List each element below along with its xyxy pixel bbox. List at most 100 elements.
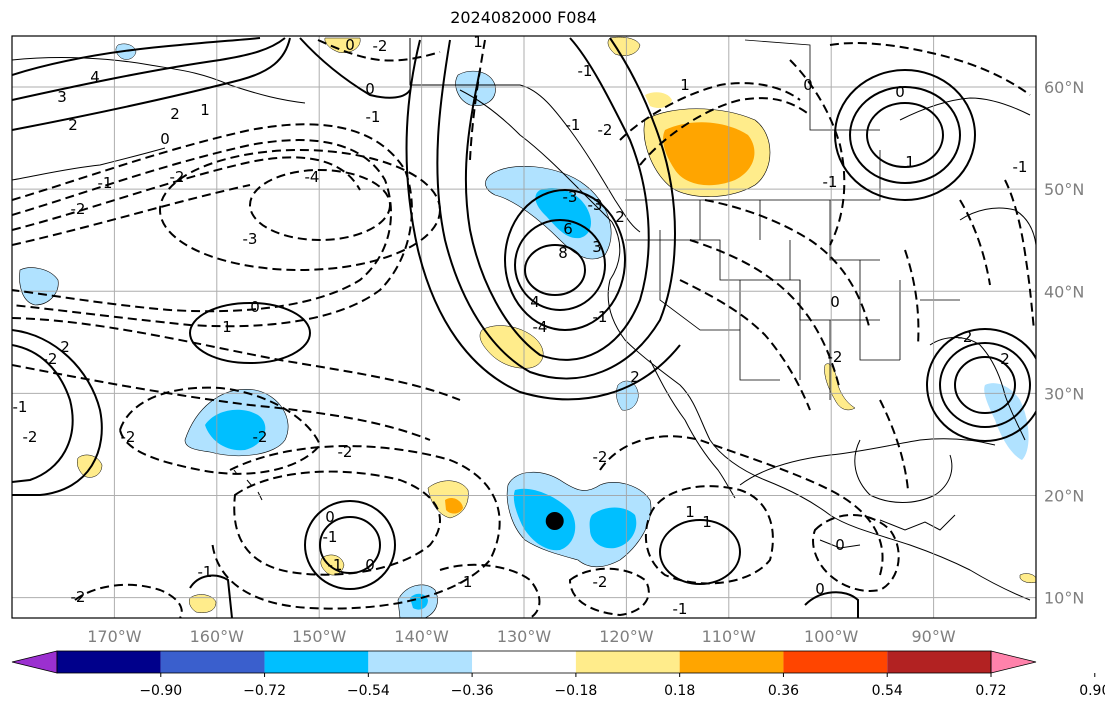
contour-label: 2 — [68, 116, 78, 134]
contour-label: 0 — [365, 556, 375, 574]
contour-label: -2 — [170, 168, 185, 186]
longitude-label: 140°W — [394, 627, 449, 646]
contour-label: 2 — [60, 338, 70, 356]
contour-label: -2 — [598, 121, 613, 139]
colorbar-bin — [783, 651, 888, 673]
latitude-label: 50°N — [1044, 180, 1084, 199]
location-marker — [545, 512, 564, 530]
coastlines — [12, 38, 1036, 601]
colorbar-tick-label: 0.72 — [975, 683, 1006, 699]
longitude-label: 110°W — [702, 627, 757, 646]
contour-label: 0 — [830, 293, 840, 311]
contour-label: -1 — [366, 108, 381, 126]
longitude-label: 120°W — [599, 627, 654, 646]
contour-label: -1 — [823, 173, 838, 191]
contour-label: -2 — [958, 328, 973, 346]
colorbar: −0.90 −0.72 −0.54 −0.36 −0.18 0.18 0.36 0.54 0.7… — [11, 650, 1105, 699]
contour-label: -3 — [243, 230, 258, 248]
contour-label: 0 — [365, 80, 375, 98]
contour-label: -1 — [328, 556, 343, 574]
contour-label: 2 — [1000, 350, 1010, 368]
contour-label: -1 — [1013, 158, 1028, 176]
contour-label: 4 — [90, 68, 100, 86]
contour-label: 0 — [895, 83, 905, 101]
contour-label: 1 — [685, 503, 695, 521]
contour-label: -4 — [533, 318, 548, 336]
contour-label: -1 — [566, 116, 581, 134]
latitude-label: 60°N — [1044, 78, 1084, 97]
contour-label: -2 — [593, 448, 608, 466]
contour-label: 0 — [835, 536, 845, 554]
map-frame — [11, 35, 1037, 619]
contour-label: 2 — [615, 208, 625, 226]
contour-label: 1 — [473, 33, 483, 51]
contour-label: 0 — [250, 298, 260, 316]
colorbar-tick-label: 0.36 — [768, 683, 799, 699]
positive-contours — [12, 37, 1036, 618]
contour-label: 1 — [905, 153, 915, 171]
contour-label: 4 — [530, 293, 540, 311]
contour-label: -3 — [588, 196, 603, 214]
contour-label: 1 — [222, 318, 232, 336]
contour-label: -2 — [593, 573, 608, 591]
colorbar-bin — [368, 651, 473, 673]
contour-label: -2 — [828, 348, 843, 366]
contour-label: -3 — [563, 188, 578, 206]
contour-label: 8 — [558, 244, 568, 262]
colorbar-tick-label: 0.18 — [664, 683, 695, 699]
contour-label: 0 — [803, 76, 813, 94]
contour-label: -2 — [373, 37, 388, 55]
contour-label: 2 — [630, 368, 640, 386]
colorbar-tick-label: 0.90 — [1079, 683, 1105, 699]
contour-label: 0 — [345, 36, 355, 54]
longitude-label: 100°W — [804, 627, 859, 646]
longitude-label: 90°W — [912, 627, 956, 646]
colorbar-tick-label: −0.90 — [139, 683, 182, 699]
contour-label: 1 — [200, 101, 210, 119]
colorbar-tick-label: −0.72 — [243, 683, 286, 699]
contour-label: -1 — [673, 600, 688, 618]
negative-contours — [12, 39, 1035, 618]
contour-label: 0 — [160, 130, 170, 148]
colorbar-tick-label: −0.54 — [347, 683, 390, 699]
colorbar-tick-label: 0.54 — [872, 683, 903, 699]
contour-label: 3 — [57, 88, 67, 106]
contour-label: 3 — [592, 238, 602, 256]
contour-label: -1 — [323, 528, 338, 546]
colorbar-outline — [56, 650, 992, 674]
colorbar-bin — [679, 651, 784, 673]
contour-label: -1 — [458, 573, 473, 591]
contour-label: -1 — [198, 563, 213, 581]
contour-label: -1 — [13, 398, 28, 416]
contour-label: -2 — [71, 588, 86, 606]
colorbar-tick-label: −0.18 — [554, 683, 597, 699]
colorbar-bin — [160, 651, 265, 673]
contour-label: -4 — [305, 168, 320, 186]
contour-label: 1 — [680, 76, 690, 94]
contour-label: -2 — [121, 428, 136, 446]
colorbar-extend-low — [11, 650, 58, 674]
colorbar-extend-high — [990, 650, 1037, 674]
contour-label: -2 — [338, 443, 353, 461]
longitude-label: 170°W — [87, 627, 142, 646]
contour-label: -2 — [43, 350, 58, 368]
colorbar-bin — [472, 651, 576, 673]
longitude-labels: 170°W 160°W 150°W 140°W 130°W 120°W 110°W 100°W… — [87, 627, 956, 646]
longitude-label: 150°W — [292, 627, 347, 646]
colorbar-bin — [575, 651, 680, 673]
latitude-label: 40°N — [1044, 282, 1084, 301]
latitude-labels: 60°N 50°N 40°N 30°N 20°N 10°N — [1044, 78, 1084, 608]
colorbar-bin — [887, 651, 991, 673]
longitude-label: 130°W — [497, 627, 552, 646]
contour-label: -2 — [23, 428, 38, 446]
contour-label: 2 — [170, 105, 180, 123]
longitude-label: 160°W — [190, 627, 245, 646]
contour-label: -1 — [593, 308, 608, 326]
colorbar-bin — [264, 651, 369, 673]
contour-label: 0 — [325, 508, 335, 526]
contour-label: 0 — [815, 580, 825, 598]
colorbar-tick-label: −0.36 — [451, 683, 494, 699]
contour-label: -1 — [98, 174, 113, 192]
